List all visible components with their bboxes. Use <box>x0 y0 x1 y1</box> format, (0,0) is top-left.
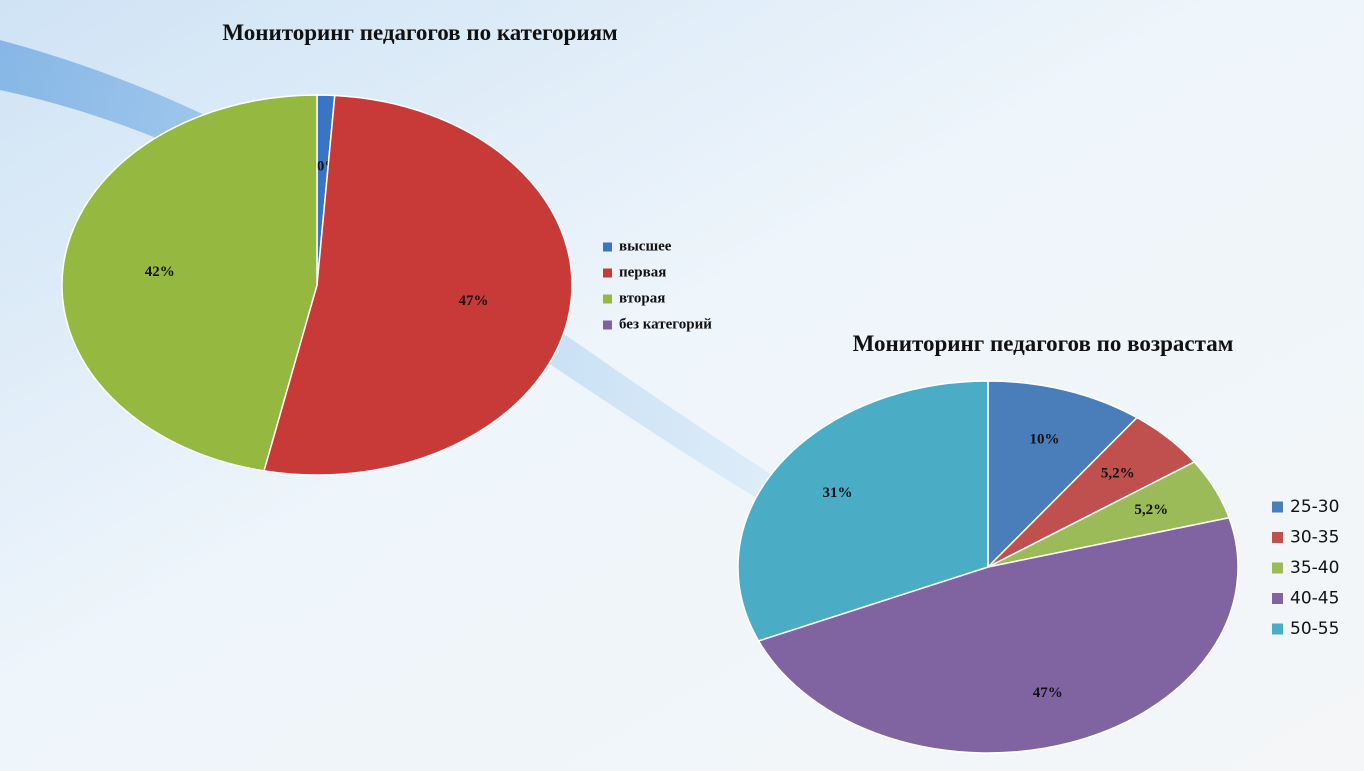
legend-swatch <box>1272 562 1283 574</box>
decor <box>0 40 780 500</box>
data-label: 31% <box>823 485 853 501</box>
legend-label: 40-45 <box>1290 589 1339 609</box>
chart-title: Мониторинг педагогов по возрастам <box>853 331 1234 356</box>
legend-label: высшее <box>619 238 672 254</box>
data-label: 5,2% <box>1134 502 1168 518</box>
legend-swatch <box>603 268 612 278</box>
legend-swatch <box>603 320 612 330</box>
legend-label: без категорий <box>619 316 712 332</box>
legend-label: 25-30 <box>1290 497 1339 517</box>
pie-slice <box>263 94 573 476</box>
legend-swatch <box>1272 593 1283 604</box>
legend-swatch <box>1272 532 1283 543</box>
legend-label: первая <box>619 264 666 280</box>
pie-slice <box>757 516 1239 754</box>
pie-slice <box>61 94 318 472</box>
legend-swatch <box>1272 623 1283 635</box>
legend-swatch <box>603 294 612 304</box>
legend-label: 50-55 <box>1290 619 1339 639</box>
pie-slice <box>737 380 989 642</box>
legend-label: вторая <box>619 290 665 306</box>
pie-slice <box>987 380 1139 569</box>
data-label: 5,2% <box>1101 466 1135 482</box>
data-label: 47% <box>1033 685 1063 701</box>
legend-label: 35-40 <box>1290 558 1339 578</box>
data-label: 42% <box>145 264 175 280</box>
chart-title: Мониторинг педагогов по категориям <box>222 20 617 45</box>
legend-label: 30-35 <box>1290 528 1339 548</box>
legend-swatch <box>603 242 612 252</box>
data-label: 10% <box>1029 431 1059 447</box>
legend-swatch <box>1272 501 1283 513</box>
data-label: 47% <box>459 293 489 309</box>
